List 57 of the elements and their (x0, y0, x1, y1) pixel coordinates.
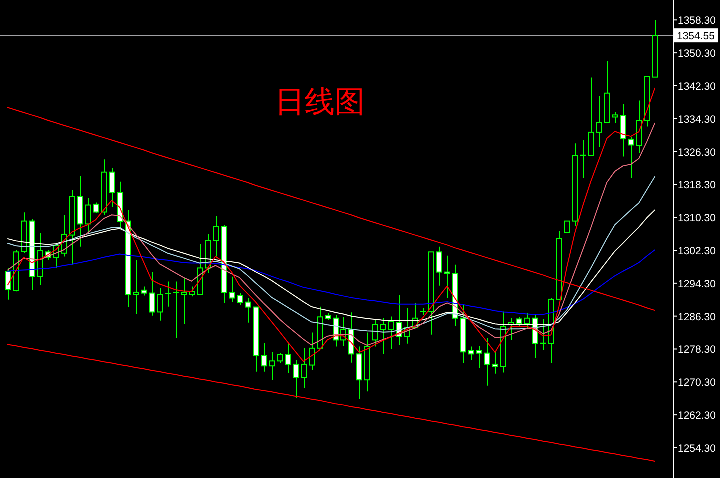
candlestick (302, 348, 308, 389)
candlestick (436, 246, 442, 286)
candlestick (230, 276, 236, 302)
candlestick (612, 112, 618, 124)
candlestick (286, 342, 292, 374)
candlestick (492, 351, 498, 374)
y-tick-label: 1262.30 (678, 410, 716, 422)
candlestick (588, 77, 594, 156)
candlestick (86, 198, 92, 234)
y-tick-label: 1342.30 (678, 80, 716, 93)
candlestick (310, 332, 316, 371)
y-tick-label: 1270.30 (678, 377, 716, 390)
ref-line-label: 1354.55 (677, 30, 716, 43)
candlestick (134, 259, 140, 315)
y-tick-label: 1302.30 (678, 246, 716, 258)
y-tick-label: 1334.30 (678, 114, 716, 126)
candlestick (262, 342, 268, 372)
candlestick (238, 292, 244, 306)
candlestick (110, 168, 116, 208)
line-series (7, 122, 656, 346)
candlestick (182, 278, 188, 325)
candlestick (468, 346, 474, 360)
y-tick-label: 1294.30 (678, 278, 716, 290)
y-tick-label: 1254.30 (678, 442, 716, 455)
candlestick (516, 316, 522, 328)
candlestick (294, 359, 300, 399)
y-tick-label: 1278.30 (678, 344, 716, 356)
y-tick-label: 1286.30 (678, 311, 716, 324)
candlestick (158, 288, 164, 322)
candlestick (380, 318, 386, 355)
line-series (7, 344, 656, 462)
candlestick (214, 215, 220, 258)
candlestick (620, 104, 626, 158)
candlestick (150, 272, 156, 316)
candlestick (94, 202, 100, 214)
candlestick (476, 345, 482, 369)
candlestick (372, 320, 378, 348)
candlestick (484, 338, 490, 386)
y-tick-label: 1350.30 (678, 48, 716, 60)
candlestick (6, 268, 12, 300)
candlestick (270, 352, 276, 381)
y-tick-label: 1326.30 (678, 146, 716, 159)
line-series (7, 250, 656, 316)
candlestick (246, 298, 252, 324)
candlestick (628, 136, 634, 180)
candlestick (142, 286, 148, 296)
candlestick (278, 352, 284, 364)
candlestick (596, 96, 602, 148)
text: 日线图 (275, 85, 365, 120)
candlestick (190, 286, 196, 298)
candlestick (388, 316, 394, 350)
candlestick (524, 312, 530, 329)
y-tick-label: 1310.30 (678, 212, 716, 225)
candlestick (444, 255, 450, 299)
y-tick-label: 1358.30 (678, 15, 716, 28)
y-tick-label: 1318.30 (678, 180, 716, 192)
candlestick (564, 220, 570, 234)
